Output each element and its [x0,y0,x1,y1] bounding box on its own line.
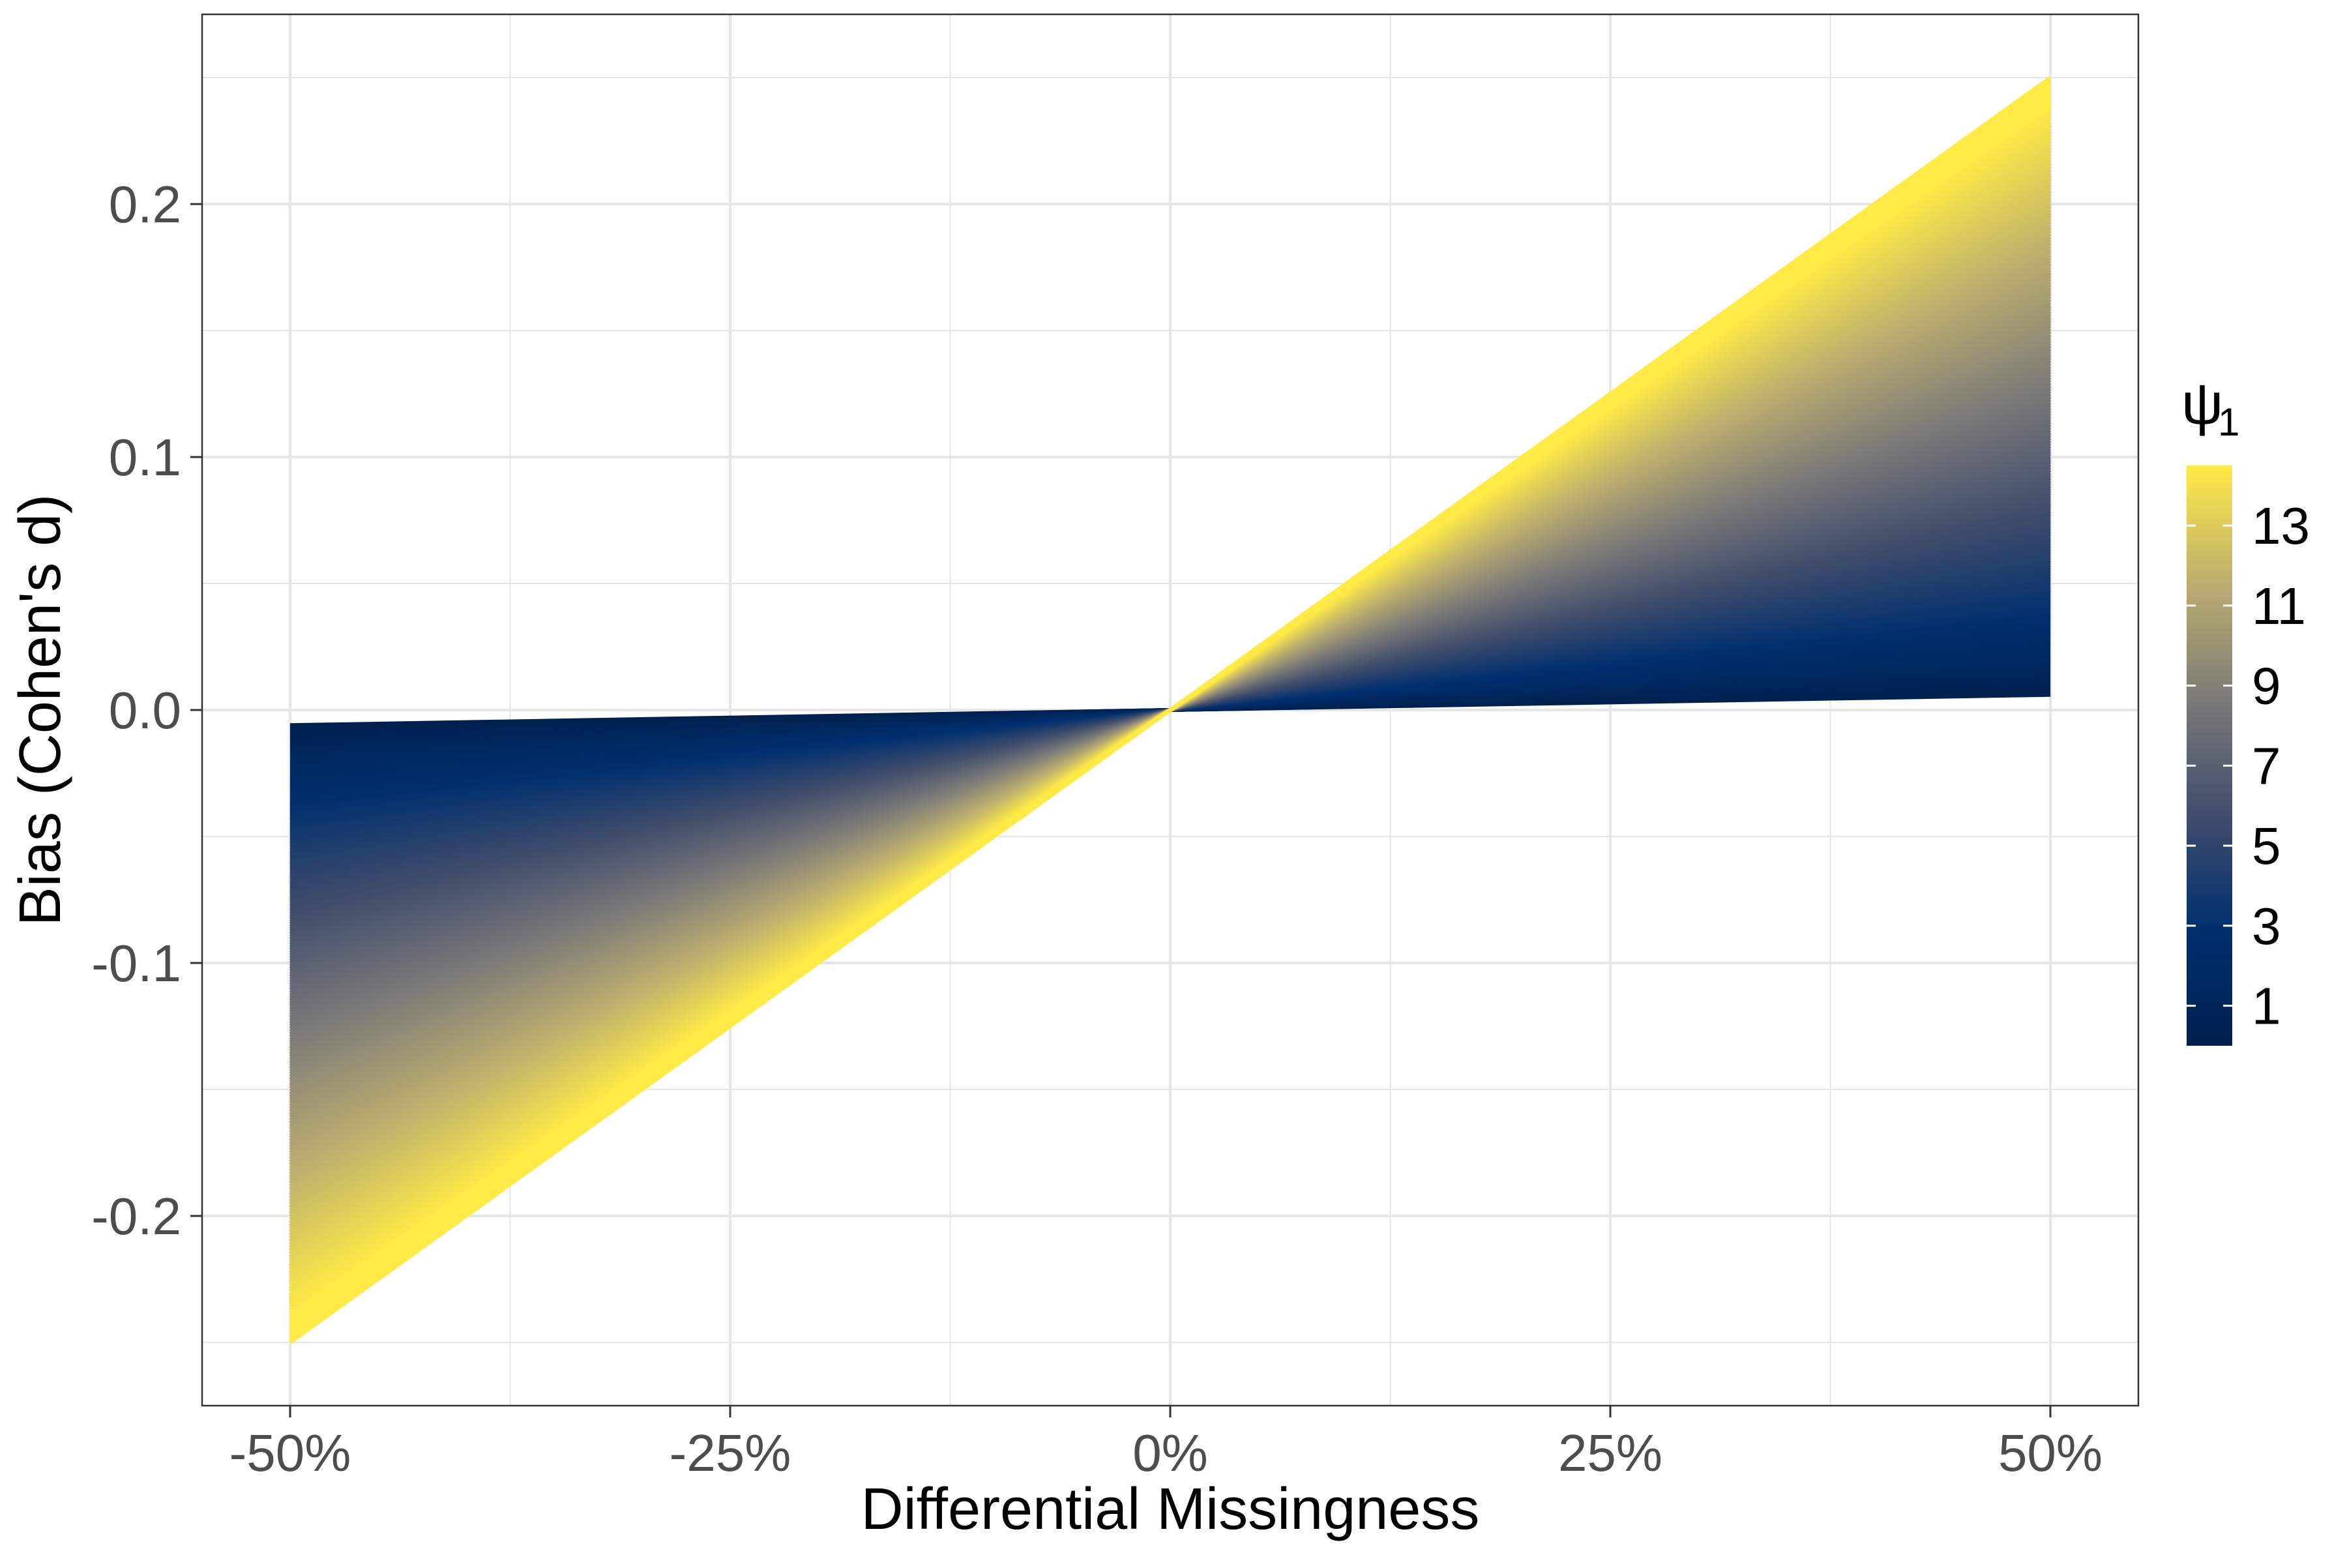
colorbar-tick-label: 13 [2252,497,2310,555]
y-tick-label: -0.2 [91,1187,181,1245]
colorbar-tick-label: 7 [2252,737,2281,795]
colorbar-tick-label: 5 [2252,817,2281,875]
colorbar-gradient [2187,466,2232,1046]
colorbar-tick-label: 1 [2252,977,2281,1035]
x-tick-label: 0% [1132,1424,1208,1482]
y-axis-title: Bias (Cohen's d) [8,494,73,926]
legend-title-subscript: 1 [2218,400,2239,444]
y-axis: -0.2 -0.1 0.0 0.1 0.2 [91,175,202,1245]
bias-line [289,76,2052,1344]
y-tick-label: 0.0 [109,681,181,739]
y-tick-label: 0.1 [109,428,181,486]
x-tick-label: 25% [1558,1424,1662,1482]
x-axis-title: Differential Missingness [861,1477,1480,1542]
x-tick-label: -25% [670,1424,791,1482]
colorbar-tick-label: 11 [2252,577,2306,635]
y-tick-label: -0.1 [91,934,181,992]
x-tick-label: 50% [1998,1424,2103,1482]
y-tick-label: 0.2 [109,175,181,233]
bias-line-family [289,76,2052,1344]
colorbar-tick-label: 9 [2252,657,2281,715]
x-axis: -50% -25% 0% 25% 50% [229,1406,2103,1482]
legend-title: ψ [2181,372,2223,437]
x-tick-label: -50% [229,1424,351,1482]
colorbar-tick-label: 3 [2252,897,2281,955]
